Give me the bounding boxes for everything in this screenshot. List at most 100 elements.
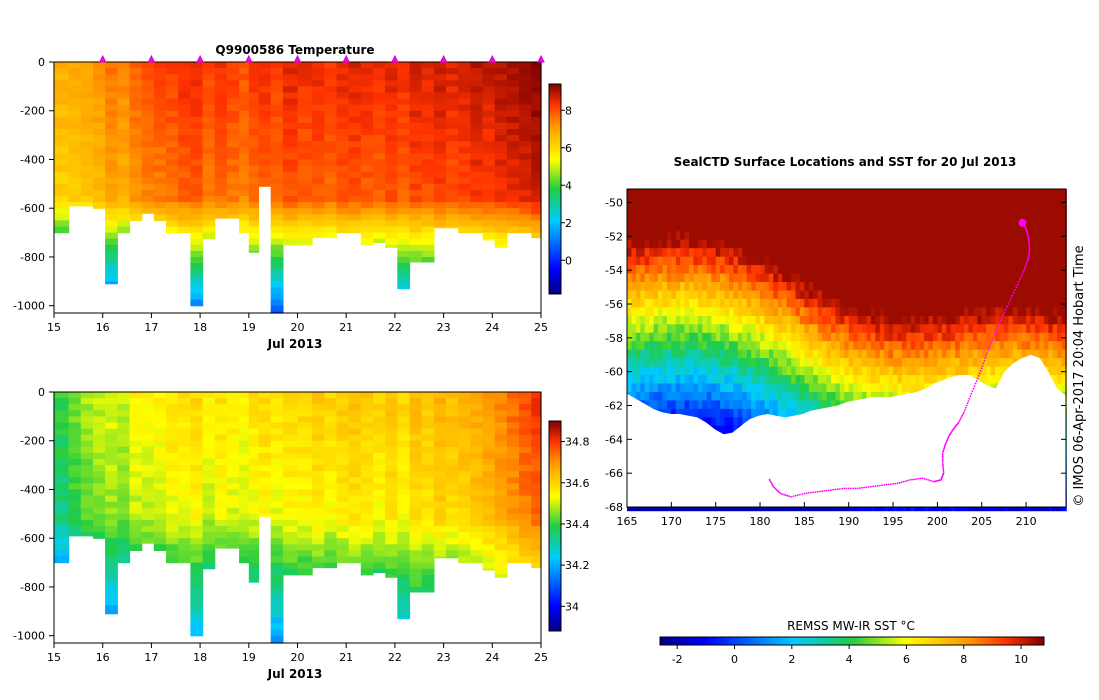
sst-cell — [791, 256, 797, 266]
section-cell — [93, 428, 106, 436]
section-cell — [470, 416, 484, 424]
section-cell — [324, 110, 338, 118]
sst-cell — [964, 315, 970, 326]
sst-cell — [1052, 256, 1058, 266]
sst-cell — [742, 400, 748, 410]
section-cell — [421, 446, 435, 454]
section-cell — [80, 165, 94, 173]
sst-cell — [697, 189, 704, 199]
sst-cell — [737, 400, 744, 410]
section-cell — [248, 416, 260, 424]
sst-cell — [680, 189, 686, 199]
sst-cell — [977, 341, 983, 351]
sst-cell — [826, 256, 832, 266]
section-cell — [360, 428, 374, 436]
section-cell — [348, 471, 362, 478]
section-cell — [336, 153, 350, 161]
section-cell — [360, 562, 374, 570]
section-cell — [214, 141, 228, 148]
section-cell — [470, 459, 484, 466]
section-cell — [190, 526, 204, 533]
section-cell — [166, 416, 179, 424]
sst-cell — [782, 222, 788, 233]
section-cell — [531, 153, 542, 161]
section-cell — [190, 129, 204, 136]
sst-cell — [897, 375, 903, 385]
sst-cell — [649, 248, 655, 258]
section-cell — [166, 129, 179, 136]
section-cell — [519, 196, 532, 203]
sst-cell — [649, 265, 655, 275]
section-cell — [397, 202, 411, 209]
section-cell — [297, 513, 313, 521]
sst-cell — [689, 307, 695, 317]
section-cell — [470, 104, 484, 112]
section-cell — [519, 398, 532, 405]
section-cell — [190, 86, 204, 94]
section-cell — [282, 428, 299, 436]
section-cell — [178, 220, 191, 228]
section-cell — [312, 135, 325, 142]
sst-cell — [964, 231, 970, 241]
sst-cell — [799, 239, 806, 249]
section-cell — [190, 202, 204, 209]
sst-cell — [662, 392, 668, 402]
section-cell — [153, 446, 167, 454]
section-cell — [178, 74, 191, 81]
section-cell — [178, 519, 191, 527]
section-cell — [409, 483, 423, 491]
section-cell — [248, 526, 260, 533]
sst-cell — [1035, 265, 1041, 275]
section-cell — [385, 196, 398, 203]
section-cell — [190, 392, 204, 399]
section-cell — [239, 202, 250, 209]
sst-cell — [964, 189, 970, 199]
section-cell — [248, 86, 260, 94]
sst-cell — [662, 205, 668, 216]
sst-cell — [795, 222, 801, 233]
sst-cell — [879, 315, 885, 326]
sst-cell — [742, 205, 748, 216]
sst-cell — [1017, 341, 1023, 351]
section-cell — [409, 122, 423, 130]
section-cell — [178, 544, 191, 551]
section-cell — [54, 189, 70, 197]
section-cell — [519, 141, 532, 148]
sst-cell — [817, 383, 823, 393]
sst-cell — [662, 239, 668, 249]
sst-cell — [768, 256, 775, 266]
sst-cell — [999, 248, 1005, 258]
sst-cell — [773, 273, 779, 283]
sst-cell — [964, 265, 970, 275]
section-cell — [214, 446, 228, 454]
sst-cell — [1021, 307, 1027, 317]
section-cell — [336, 129, 350, 136]
section-cell — [248, 452, 260, 460]
sst-cell — [893, 214, 899, 224]
sst-cell — [697, 392, 704, 402]
section-cell — [153, 196, 167, 203]
sst-cell — [755, 315, 761, 326]
section-cell — [531, 122, 542, 130]
section-cell — [166, 538, 179, 545]
section-cell — [470, 98, 484, 106]
sst-cell — [777, 248, 783, 258]
section-cell — [105, 104, 118, 112]
section-cell — [248, 244, 260, 252]
sst-cell — [839, 222, 845, 233]
sst-cell — [711, 239, 717, 249]
sst-cell — [786, 205, 792, 216]
section-cell — [68, 501, 82, 509]
sst-cell — [795, 273, 801, 283]
sst-cell — [870, 265, 877, 275]
sst-cell — [915, 256, 921, 266]
sst-cell — [866, 214, 872, 224]
sst-cell — [777, 214, 783, 224]
sst-cell — [964, 282, 970, 292]
section-cell — [68, 147, 82, 154]
section-cell — [166, 110, 179, 118]
section-cell — [258, 507, 272, 515]
section-cell — [385, 80, 398, 87]
sst-cell — [666, 273, 673, 283]
section-cell — [397, 617, 411, 620]
